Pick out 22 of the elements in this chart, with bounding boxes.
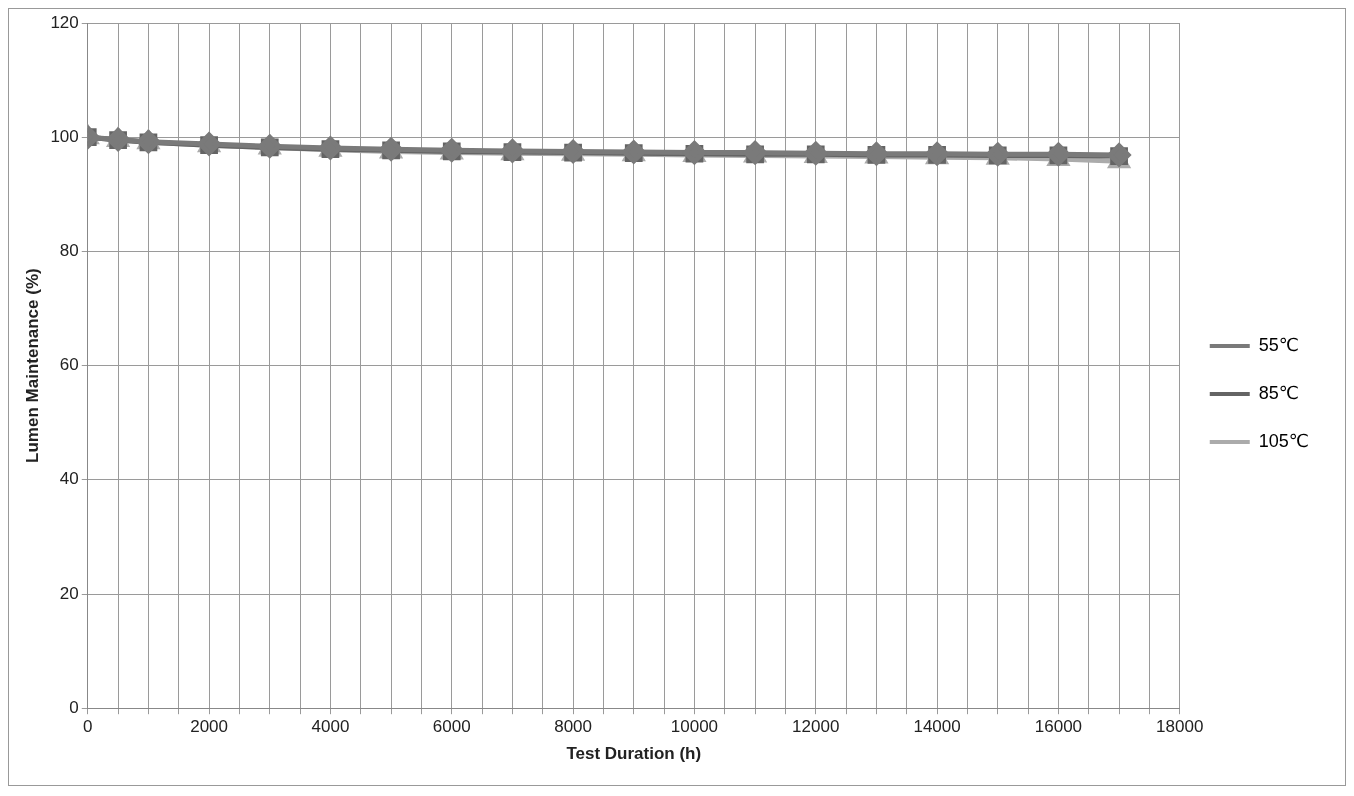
y-tick-label: 20 — [59, 583, 79, 603]
y-tick-label: 0 — [69, 697, 79, 717]
x-tick-label: 10000 — [670, 717, 719, 737]
y-tick-label: 80 — [59, 241, 79, 261]
legend-label: 105℃ — [1258, 430, 1309, 451]
x-tick-label: 18000 — [1156, 717, 1204, 737]
x-tick-label: 4000 — [311, 717, 350, 737]
x-tick-label: 12000 — [792, 717, 840, 737]
y-tick-label: 120 — [50, 12, 79, 32]
legend-label: 85℃ — [1258, 382, 1299, 403]
x-tick-label: 2000 — [190, 717, 229, 737]
y-tick-label: 40 — [59, 469, 79, 489]
y-axis-title: Lumen Maintenance (%) — [22, 268, 42, 463]
y-tick-label: 60 — [59, 355, 79, 375]
y-tick-label: 100 — [50, 126, 79, 146]
x-tick-label: 0 — [83, 717, 93, 737]
x-tick-label: 16000 — [1034, 717, 1083, 737]
x-tick-label: 6000 — [432, 717, 471, 737]
x-axis-title: Test Duration (h) — [566, 744, 702, 764]
legend-label: 55℃ — [1258, 334, 1299, 355]
x-tick-label: 14000 — [913, 717, 961, 737]
x-tick-label: 8000 — [554, 717, 593, 737]
